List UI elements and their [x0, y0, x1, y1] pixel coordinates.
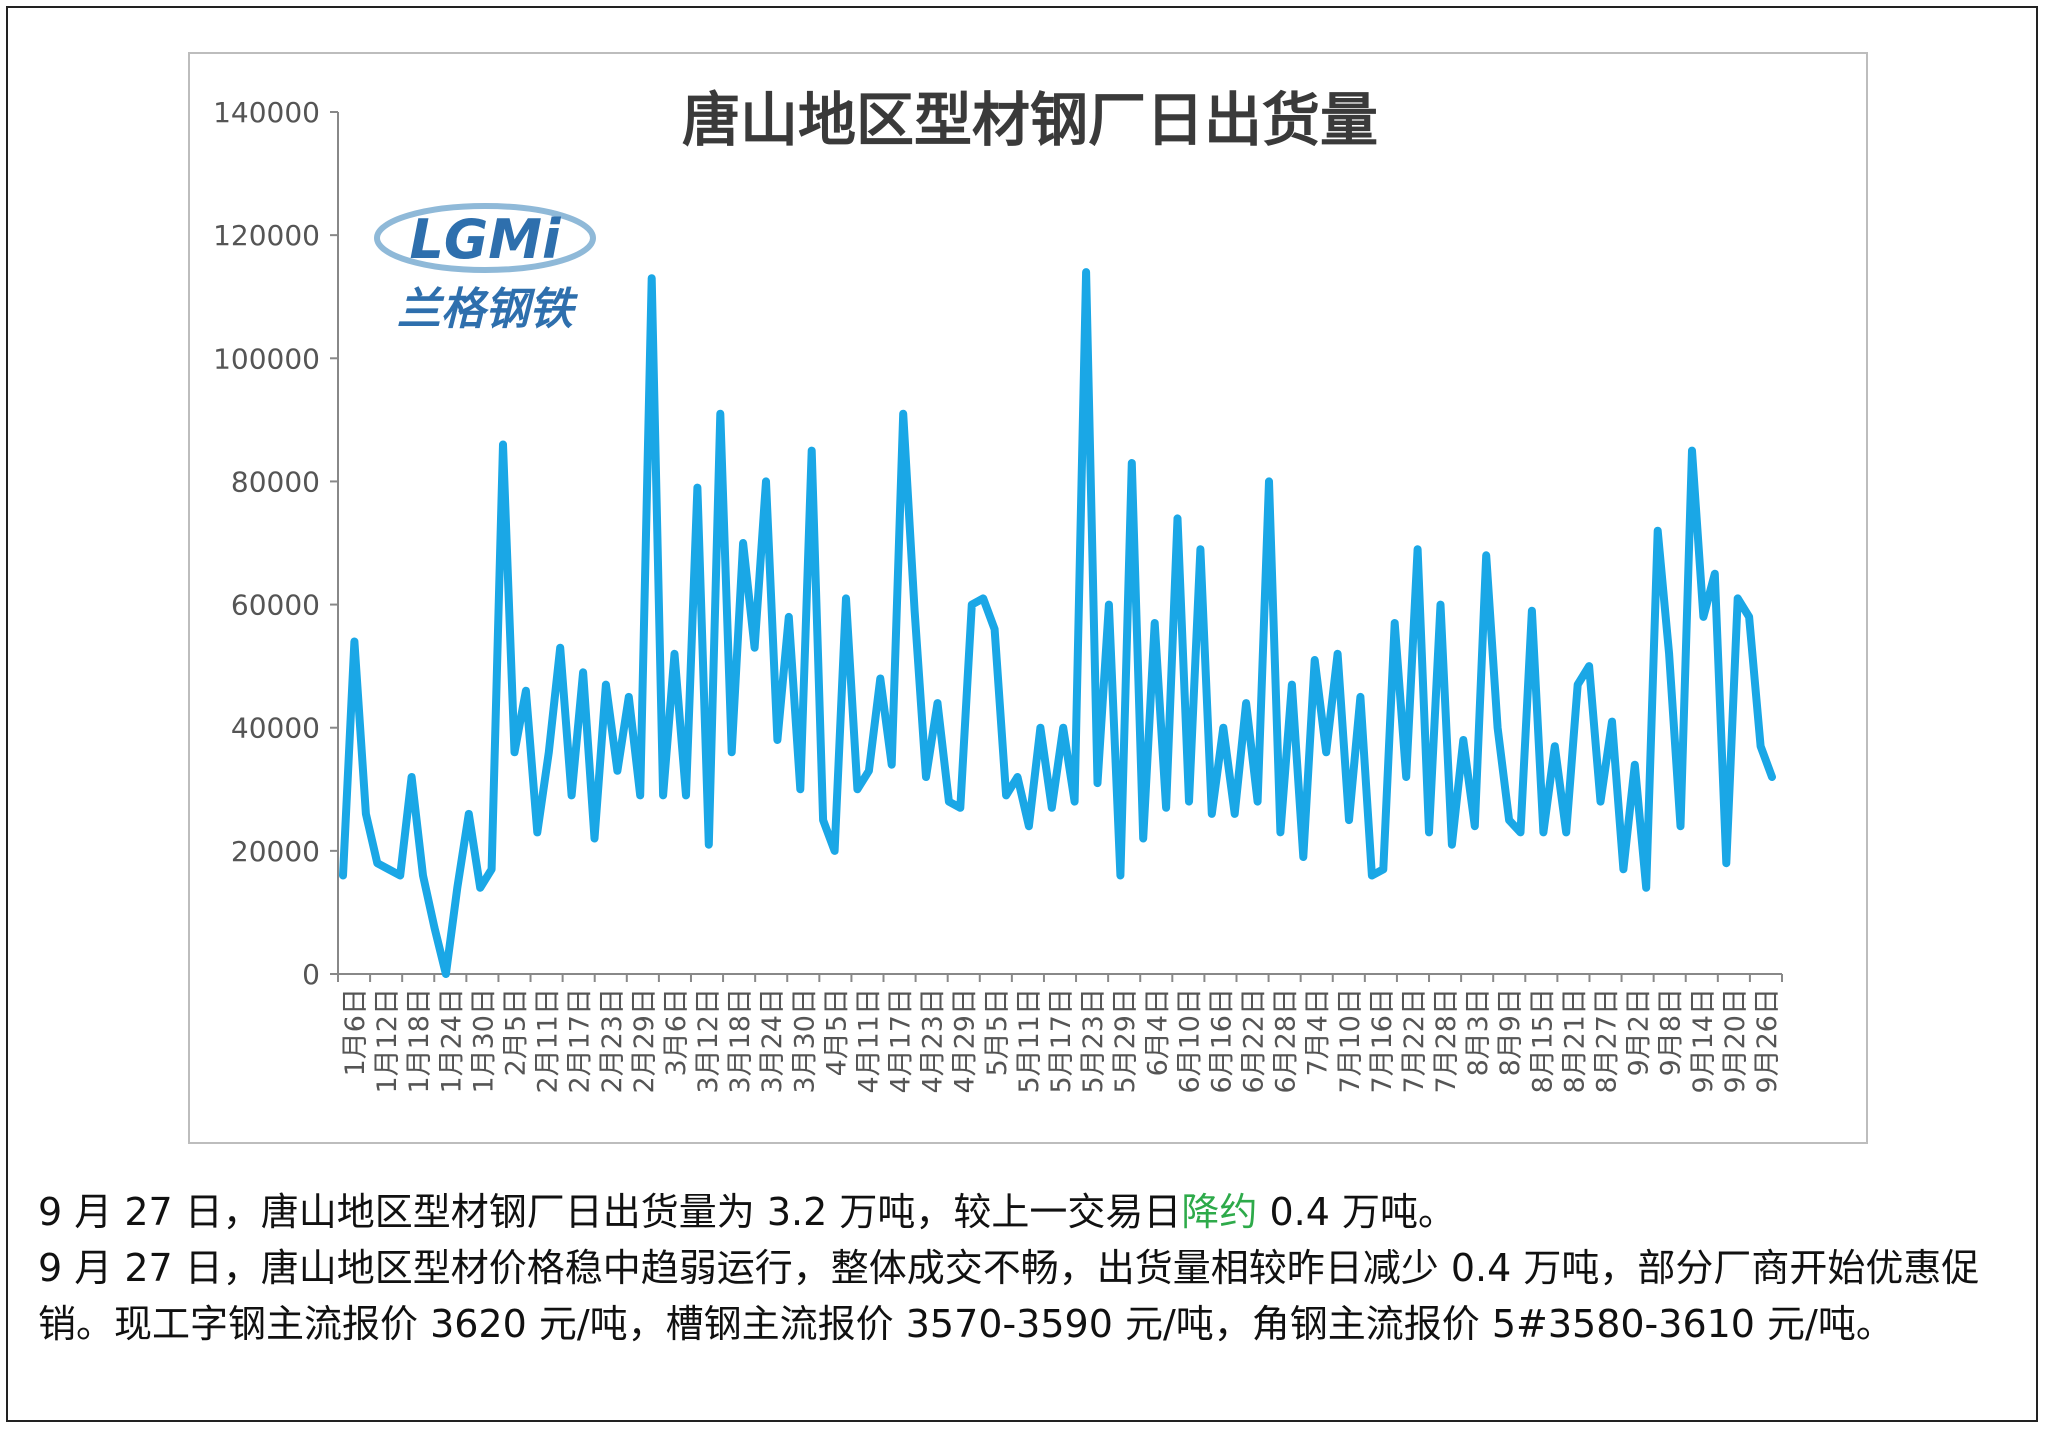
- x-tick-label: 6月28日: [1271, 988, 1302, 1094]
- x-tick-label: 8月15日: [1527, 988, 1558, 1094]
- x-tick-label: 8月27日: [1592, 988, 1623, 1094]
- x-tick-label: 4月29日: [950, 988, 981, 1094]
- x-tick-label: 4月23日: [918, 988, 949, 1094]
- x-tick-label: 1月30日: [468, 988, 499, 1094]
- x-tick-label: 9月26日: [1752, 988, 1783, 1094]
- y-tick-label: 20000: [231, 835, 320, 868]
- chart-container: 唐山地区型材钢厂日出货量 LGMi 兰格钢铁 0 20000 40000 60000 8000…: [188, 52, 1868, 1144]
- chart-title: 唐山地区型材钢厂日出货量: [682, 86, 1378, 154]
- x-tick-label: 7月4日: [1303, 988, 1334, 1076]
- x-tick-label: 6月22日: [1239, 988, 1270, 1094]
- x-tick-label: 5月11日: [1014, 988, 1045, 1094]
- x-tick-label: 7月10日: [1335, 988, 1366, 1094]
- x-tick-label: 6月16日: [1206, 988, 1237, 1094]
- summary-line-1a: 9 月 27 日，唐山地区型材钢厂日出货量为 3.2 万吨，较上一交易日: [38, 1190, 1182, 1234]
- x-tick-label: 1月6日: [340, 988, 371, 1076]
- page-frame: 唐山地区型材钢厂日出货量 LGMi 兰格钢铁 0 20000 40000 60000 8000…: [6, 6, 2038, 1422]
- logo-subtext: 兰格钢铁: [397, 284, 579, 335]
- x-tick-label: 2月11日: [533, 988, 564, 1094]
- x-tick-label: 6月4日: [1142, 988, 1173, 1076]
- x-tick-label: 2月5日: [500, 988, 531, 1076]
- x-tick-label: 5月29日: [1110, 988, 1141, 1094]
- x-tick-label: 8月9日: [1495, 988, 1526, 1076]
- x-tick-label: 9月8日: [1656, 988, 1687, 1076]
- decrease-label: 降约: [1181, 1190, 1258, 1234]
- x-tick-label: 9月2日: [1624, 988, 1655, 1076]
- x-tick-label: 3月24日: [757, 988, 788, 1094]
- x-tick-label: 7月16日: [1367, 988, 1398, 1094]
- x-tick-label: 9月14日: [1688, 988, 1719, 1094]
- y-tick-label: 120000: [213, 219, 320, 252]
- y-tick-label: 140000: [213, 96, 320, 129]
- y-tick-label: 60000: [231, 589, 320, 622]
- y-tick-label: 100000: [213, 342, 320, 375]
- y-tick-label: 80000: [231, 465, 320, 498]
- summary-line-1: 9 月 27 日，唐山地区型材钢厂日出货量为 3.2 万吨，较上一交易日降约 0…: [38, 1184, 2028, 1240]
- x-tick-label: 8月21日: [1559, 988, 1590, 1094]
- logo-text: LGMi: [410, 208, 562, 271]
- line-chart: 唐山地区型材钢厂日出货量 LGMi 兰格钢铁 0 20000 40000 60000 8000…: [213, 86, 1783, 1094]
- x-tick-label: 1月24日: [436, 988, 467, 1094]
- x-tick-label: 8月3日: [1463, 988, 1494, 1076]
- x-tick-label: 5月5日: [982, 988, 1013, 1076]
- x-tick-label: 3月6日: [661, 988, 692, 1076]
- x-tick-label: 9月20日: [1720, 988, 1751, 1094]
- x-tick-label: 1月18日: [404, 988, 435, 1094]
- series-line: [339, 268, 1776, 978]
- summary-line-2: 9 月 27 日，唐山地区型材价格稳中趋弱运行，整体成交不畅，出货量相较昨日减少…: [38, 1246, 1980, 1346]
- x-tick-label: 3月18日: [725, 988, 756, 1094]
- x-tick-label: 6月10日: [1174, 988, 1205, 1094]
- x-tick-label: 7月22日: [1399, 988, 1430, 1094]
- summary-text: 9 月 27 日，唐山地区型材钢厂日出货量为 3.2 万吨，较上一交易日降约 0…: [38, 1184, 2028, 1352]
- logo-ellipse: [374, 203, 596, 273]
- x-tick-label: 3月30日: [789, 988, 820, 1094]
- x-tick-label: 4月5日: [821, 988, 852, 1076]
- x-tick-label: 2月17日: [565, 988, 596, 1094]
- x-tick-label: 5月17日: [1046, 988, 1077, 1094]
- x-tick-label: 2月23日: [597, 988, 628, 1094]
- x-tick-label: 7月28日: [1431, 988, 1462, 1094]
- summary-line-1c: 0.4 万吨。: [1257, 1190, 1456, 1234]
- x-tick-label: 5月23日: [1078, 988, 1109, 1094]
- x-tick-label: 3月12日: [693, 988, 724, 1094]
- x-tick-label: 4月11日: [853, 988, 884, 1094]
- x-tick-label: 2月29日: [629, 988, 660, 1094]
- y-tick-label: 40000: [231, 712, 320, 745]
- x-tick-label: 4月17日: [886, 988, 917, 1094]
- y-tick-label: 0: [302, 958, 320, 991]
- x-tick-label: 1月12日: [372, 988, 403, 1094]
